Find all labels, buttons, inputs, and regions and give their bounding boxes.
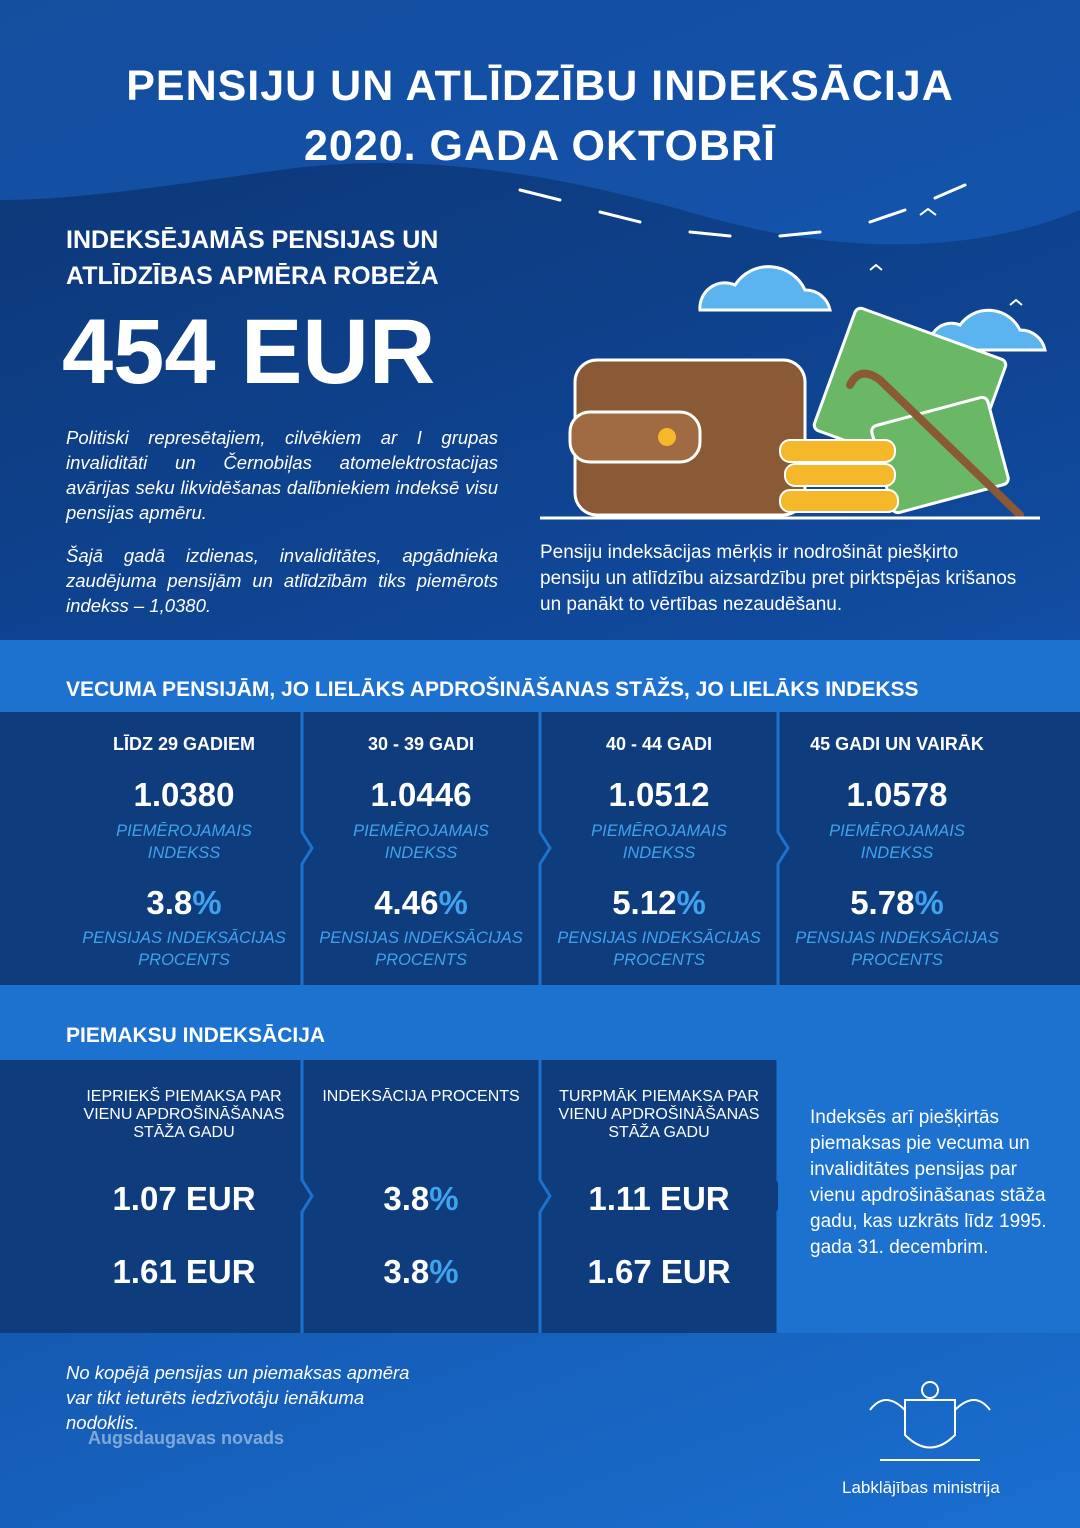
percent-value: 3.8%	[66, 884, 302, 922]
index-value: 1.0578	[846, 776, 948, 813]
heading-line: ATLĪDZĪBAS APMĒRA ROBEŽA	[66, 262, 439, 290]
separator	[300, 712, 314, 985]
age-table: LĪDZ 29 GADIEM 1.0380 PIEMĒROJAMAIS INDEKS…	[0, 712, 1080, 985]
index-value: 1.0512	[608, 776, 710, 813]
percent-caption: PENSIJAS INDEKSĀCIJAS PROCENTS	[319, 929, 523, 969]
logo-caption: Labklājības ministrija	[842, 1478, 1000, 1497]
percent-value: 5.12%	[540, 884, 778, 922]
separator	[776, 1060, 790, 1333]
column-label: 30 - 39 GADI	[367, 734, 475, 754]
watermark: Augsdaugavas novads	[88, 1428, 285, 1448]
coat-of-arms	[869, 1381, 991, 1461]
goal: Pensiju indeksācijas mērķis ir nodrošinā…	[540, 542, 1017, 615]
row-value: 3.8%	[302, 1253, 540, 1291]
title: PENSIJU UN ATLĪDZĪBU INDEKSĀCIJA	[126, 62, 954, 110]
row-value: 1.61 EUR	[66, 1253, 302, 1291]
column-header: IEPRIEKŠ PIEMAKSA PAR VIENU APDROŠINĀŠAN…	[83, 1088, 285, 1141]
percent-caption: PENSIJAS INDEKSĀCIJAS PROCENTS	[795, 929, 999, 969]
column-label: 40 - 44 GADI	[605, 734, 713, 754]
row-value: 3.8%	[302, 1180, 540, 1218]
percent-sign: %	[429, 1180, 459, 1217]
percent-sign: %	[676, 884, 706, 921]
supplement-note: Indeksēs arī piešķirtās piemaksas pie ve…	[810, 1107, 1047, 1258]
title: 2020. GADA OKTOBRĪ	[304, 122, 776, 170]
section-title: VECUMA PENSIJĀM, JO LIELĀKS APDROŠINĀŠAN…	[66, 678, 919, 701]
separator	[538, 1060, 552, 1333]
heading-line: INDEKSĒJAMĀS PENSIJAS UN	[66, 226, 439, 254]
index-caption: PIEMĒROJAMAIS INDEKSS	[591, 822, 727, 862]
percent-value: 5.78%	[778, 884, 1016, 922]
percent-value: 4.46%	[302, 884, 540, 922]
percent-sign: %	[429, 1253, 459, 1290]
value: 1.61 EUR	[112, 1253, 256, 1290]
background-art	[0, 0, 1080, 520]
note-cell	[778, 1060, 1080, 1333]
note: Politiski represētajiem, cilvēkiem ar I …	[66, 427, 498, 523]
value: 3.8	[383, 1180, 430, 1217]
value: 1.07 EUR	[112, 1180, 256, 1217]
band	[0, 985, 1080, 1060]
column-header: INDEKSĀCIJA PROCENTS	[322, 1088, 520, 1105]
band	[0, 640, 1080, 712]
column-label: LĪDZ 29 GADIEM	[112, 734, 255, 754]
separator	[776, 712, 790, 985]
row-value: 1.67 EUR	[540, 1253, 778, 1291]
row-value: 1.07 EUR	[66, 1180, 302, 1218]
index-caption: PIEMĒROJAMAIS INDEKSS	[116, 822, 252, 862]
percent-number: 4.46	[374, 884, 439, 921]
percent-sign: %	[438, 884, 468, 921]
separator	[538, 712, 552, 985]
percent-number: 3.8	[146, 884, 193, 921]
value: 1.11 EUR	[588, 1180, 730, 1217]
column-header: TURPMĀK PIEMAKSA PAR VIENU APDROŠINĀŠANA…	[558, 1088, 760, 1141]
threshold-heading: INDEKSĒJAMĀS PENSIJAS UN ATLĪDZĪBAS APMĒ…	[66, 222, 439, 294]
row-value: 1.11 EUR	[540, 1180, 778, 1218]
percent-number: 5.78	[850, 884, 915, 921]
index-caption: PIEMĒROJAMAIS INDEKSS	[353, 822, 489, 862]
percent-caption: PENSIJAS INDEKSĀCIJAS PROCENTS	[557, 929, 761, 969]
section-title: PIEMAKSU INDEKSĀCIJA	[66, 1024, 326, 1047]
threshold-amount: 454 EUR	[62, 301, 436, 403]
separator	[300, 1060, 314, 1333]
percent-number: 5.12	[612, 884, 677, 921]
percent-sign: %	[914, 884, 944, 921]
footer-note: No kopējā pensijas un piemaksas apmēra v…	[66, 1362, 410, 1433]
value: 3.8	[383, 1253, 430, 1290]
percent-caption: PENSIJAS INDEKSĀCIJAS PROCENTS	[82, 929, 286, 969]
index-value: 1.0446	[370, 776, 472, 813]
note: Šajā gadā izdienas, invaliditātes, apgād…	[66, 545, 498, 616]
index-caption: PIEMĒROJAMAIS INDEKSS	[829, 822, 965, 862]
supplement-table: Indeksēs arī piešķirtās piemaksas pie ve…	[0, 1060, 1080, 1333]
value: 1.67 EUR	[587, 1253, 731, 1290]
column-label: 45 GADI UN VAIRĀK	[810, 734, 984, 754]
percent-sign: %	[192, 884, 222, 921]
index-value: 1.0380	[133, 776, 235, 813]
